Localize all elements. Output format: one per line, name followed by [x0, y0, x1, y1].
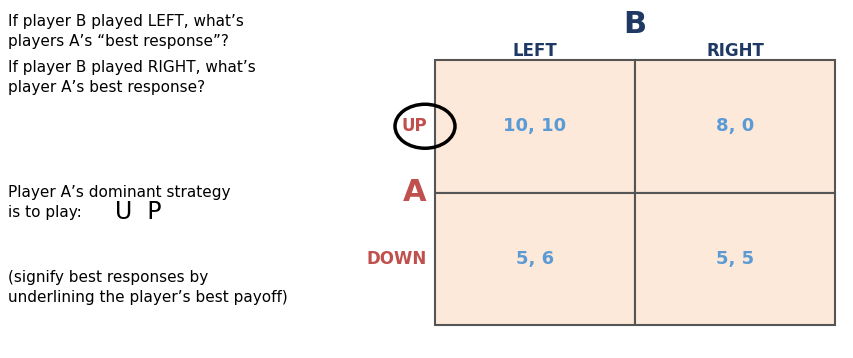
Text: 5, 5: 5, 5 [715, 250, 753, 268]
Text: B: B [623, 10, 646, 39]
Text: Player A’s dominant strategy: Player A’s dominant strategy [8, 185, 230, 200]
Text: 5, 6: 5, 6 [515, 250, 554, 268]
Text: If player B played RIGHT, what’s: If player B played RIGHT, what’s [8, 60, 255, 75]
Bar [635, 60, 834, 193]
Bar [434, 60, 635, 193]
Text: U  P: U P [115, 200, 161, 224]
Text: A: A [403, 178, 426, 207]
Text: underlining the player’s best payoff): underlining the player’s best payoff) [8, 290, 287, 305]
Text: is to play:: is to play: [8, 205, 82, 220]
Text: (signify best responses by: (signify best responses by [8, 270, 208, 285]
Bar [635, 193, 834, 325]
Text: players A’s “best response”?: players A’s “best response”? [8, 34, 229, 49]
Text: DOWN: DOWN [366, 250, 426, 268]
Text: 8, 0: 8, 0 [715, 117, 753, 135]
Text: 10, 10: 10, 10 [503, 117, 566, 135]
Text: RIGHT: RIGHT [705, 42, 763, 60]
Bar [434, 193, 635, 325]
Text: player A’s best response?: player A’s best response? [8, 80, 205, 95]
Text: LEFT: LEFT [512, 42, 557, 60]
Text: If player B played LEFT, what’s: If player B played LEFT, what’s [8, 14, 244, 29]
Text: UP: UP [401, 117, 426, 135]
